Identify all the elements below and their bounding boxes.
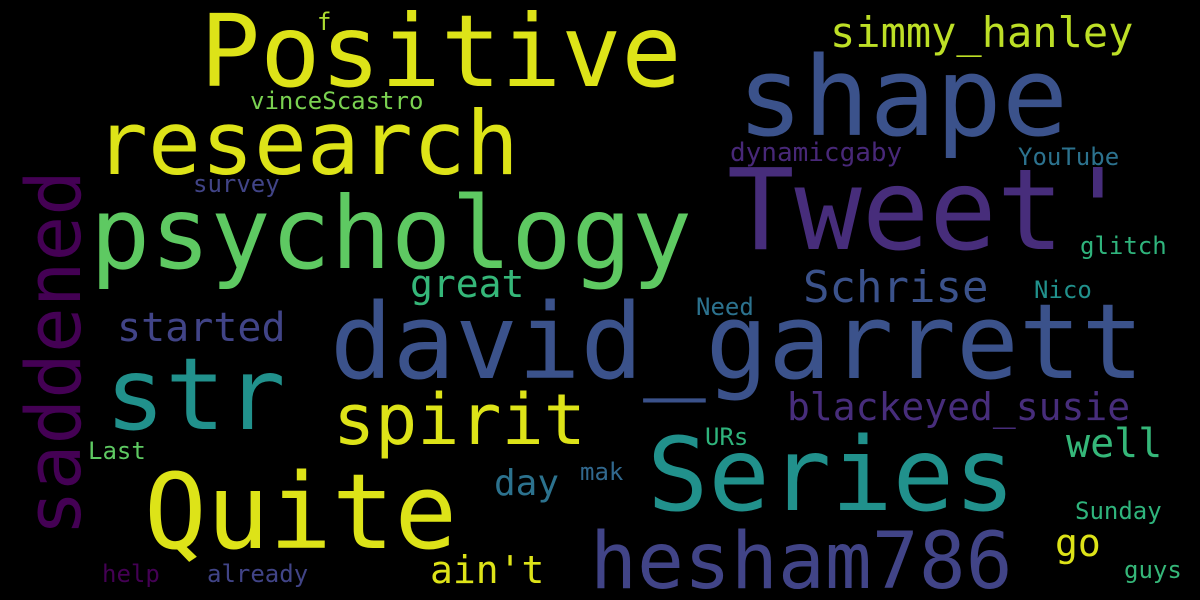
word-positive: Positive bbox=[200, 0, 682, 110]
word-aint: ain't bbox=[430, 548, 545, 592]
word-help: help bbox=[102, 560, 160, 588]
word-shape: shape bbox=[737, 33, 1069, 161]
word-dynamicgaby: dynamicgaby bbox=[730, 138, 903, 168]
word-last: Last bbox=[88, 437, 146, 465]
word-already: already bbox=[207, 560, 309, 588]
word-f: f bbox=[317, 8, 332, 36]
word-schrise: Schrise bbox=[803, 262, 989, 313]
word-research: research bbox=[95, 92, 519, 195]
word-need: Need bbox=[696, 293, 754, 321]
word-quite: Quite bbox=[144, 451, 458, 573]
word-series: Series bbox=[647, 416, 1016, 535]
word-vincescastro: vinceScastro bbox=[250, 87, 424, 115]
word-glitch: glitch bbox=[1080, 232, 1167, 260]
word-guys: guys bbox=[1124, 556, 1182, 584]
word-nico: Nico bbox=[1034, 276, 1092, 304]
word-well: well bbox=[1066, 421, 1163, 467]
word-tweet: Tweet' bbox=[727, 146, 1132, 276]
word-spirit: spirit bbox=[333, 379, 586, 461]
word-saddened: saddened bbox=[9, 169, 98, 536]
word-simmy-hanley: simmy_hanley bbox=[830, 8, 1134, 57]
word-youtube: YouTube bbox=[1018, 143, 1120, 171]
word-survey: survey bbox=[193, 170, 280, 198]
word-started: started bbox=[117, 305, 286, 351]
word-blackeyed-susie: blackeyed_susie bbox=[787, 385, 1131, 429]
word-urs: URs bbox=[705, 423, 749, 451]
word-go: go bbox=[1055, 521, 1101, 565]
word-day: day bbox=[494, 463, 560, 504]
word-hesham786: hesham786 bbox=[590, 517, 1013, 600]
word-great: great bbox=[410, 262, 525, 306]
word-david-garrett: david_garrett bbox=[330, 281, 1144, 403]
word-str: str bbox=[105, 336, 286, 453]
word-sunday: Sunday bbox=[1075, 497, 1162, 525]
word-psychology: psychology bbox=[90, 175, 693, 292]
word-mak: mak bbox=[580, 458, 624, 486]
